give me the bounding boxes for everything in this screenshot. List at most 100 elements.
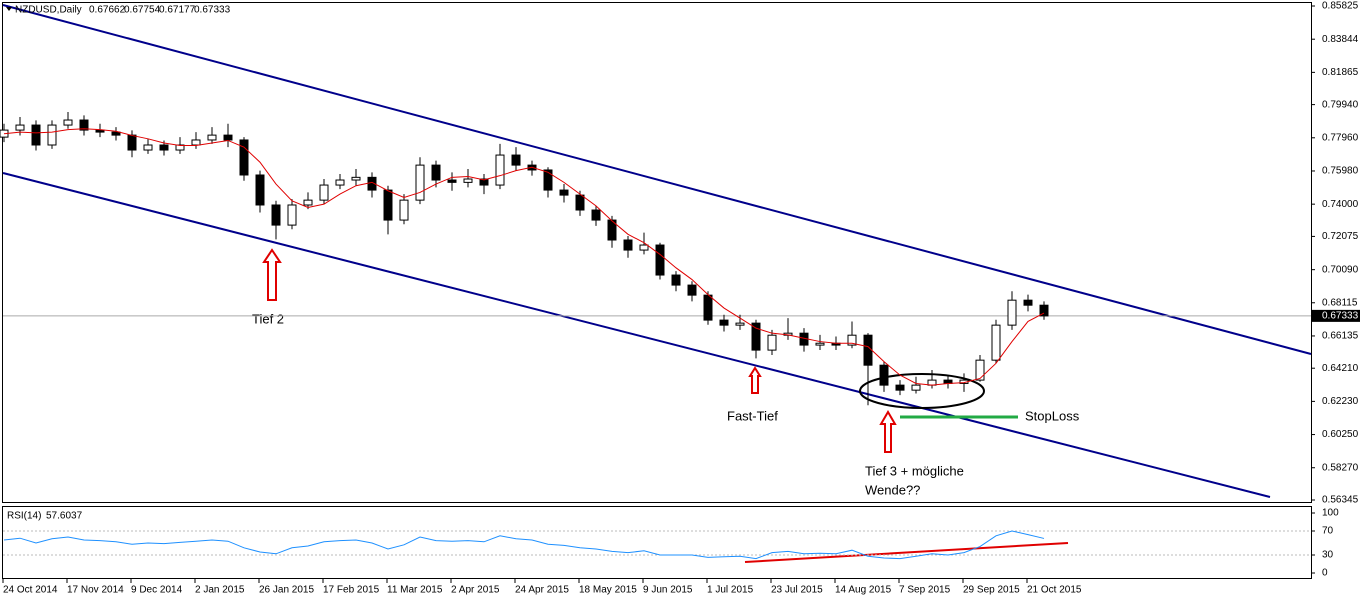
candle-body xyxy=(911,384,921,391)
candle-body xyxy=(351,176,361,181)
candle-body xyxy=(559,189,569,196)
annotation: Tief 3 + mögliche xyxy=(865,463,964,478)
candle-body xyxy=(751,322,761,351)
y-tick-label: 0.66135 xyxy=(1322,331,1359,342)
rsi-line xyxy=(3,530,1045,560)
annotation: Wende?? xyxy=(865,482,920,497)
x-tick-label: 7 Sep 2015 xyxy=(899,585,951,596)
candle-body xyxy=(575,194,585,211)
candle-body xyxy=(543,169,553,191)
candle-body xyxy=(591,209,601,221)
y-tick-label: 0.77960 xyxy=(1322,132,1359,143)
y-tick-label: 0.60250 xyxy=(1322,429,1359,440)
y-tick-label: 0.75980 xyxy=(1322,166,1359,177)
candle-body xyxy=(95,129,105,133)
y-tick-label: 0.79940 xyxy=(1322,99,1359,110)
candle-body xyxy=(335,179,345,186)
rsi-tick-label: 100 xyxy=(1322,508,1339,519)
candle-body xyxy=(111,131,121,136)
candle-body xyxy=(703,294,713,321)
candle-body xyxy=(463,178,473,183)
price-pane xyxy=(2,2,1312,503)
y-tick-label: 0.58270 xyxy=(1322,462,1359,473)
candle-body xyxy=(767,334,777,351)
candle-body xyxy=(863,334,873,366)
x-tick-label: 21 Oct 2015 xyxy=(1027,585,1082,596)
annotation: Tief 2 xyxy=(252,311,284,326)
candle-body xyxy=(207,134,217,141)
channel-lower xyxy=(2,172,1271,498)
y-tick-label: 0.68115 xyxy=(1322,297,1358,308)
candle-body xyxy=(495,154,505,186)
x-tick-label: 29 Sep 2015 xyxy=(963,585,1020,596)
candle-body xyxy=(47,124,57,146)
candle-body xyxy=(1007,299,1017,326)
rsi-tick-label: 30 xyxy=(1322,550,1334,561)
candle-body xyxy=(687,284,697,296)
header-value: 0.67662 xyxy=(89,5,126,16)
candle-body xyxy=(735,322,745,326)
header-value: 0.67754 xyxy=(124,5,161,16)
candle-body xyxy=(319,184,329,201)
last-price-box xyxy=(1312,309,1360,322)
candle-body xyxy=(719,319,729,326)
x-tick-label: 9 Jun 2015 xyxy=(643,585,693,596)
candle-body xyxy=(239,139,249,176)
candle-body xyxy=(31,124,41,146)
candle-body xyxy=(383,189,393,221)
candle-body xyxy=(255,174,265,206)
x-tick-label: 2 Apr 2015 xyxy=(451,585,500,596)
y-tick-label: 0.83844 xyxy=(1322,34,1359,45)
candle-body xyxy=(303,199,313,206)
y-tick-label: 0.62230 xyxy=(1322,396,1359,407)
annotation: Fast-Tief xyxy=(727,408,778,423)
arrow xyxy=(748,366,762,394)
x-tick-label: 24 Apr 2015 xyxy=(515,585,569,596)
ellipse xyxy=(859,373,985,409)
channel-upper xyxy=(2,4,1312,355)
x-tick-label: 24 Oct 2014 xyxy=(3,585,58,596)
rsi-tick-label: 0 xyxy=(1322,568,1328,579)
x-tick-label: 1 Jul 2015 xyxy=(707,585,754,596)
y-tick-label: 0.85825 xyxy=(1322,1,1359,12)
candle-body xyxy=(975,359,985,381)
candle-body xyxy=(639,244,649,251)
candle-body xyxy=(223,134,233,141)
candle-body xyxy=(79,119,89,131)
candle-body xyxy=(479,178,489,186)
x-tick-label: 18 May 2015 xyxy=(579,585,637,596)
candle-body xyxy=(447,179,457,183)
candle-body xyxy=(879,364,889,386)
candle-body xyxy=(671,274,681,286)
candle-body xyxy=(511,154,521,166)
rsi-current: 57.6037 xyxy=(46,511,83,522)
y-tick-label: 0.56345 xyxy=(1322,495,1359,506)
x-tick-label: 2 Jan 2015 xyxy=(195,585,245,596)
header-value: 0.67177 xyxy=(159,5,196,16)
x-tick-label: 23 Jul 2015 xyxy=(771,585,823,596)
rsi-pane xyxy=(2,506,1312,579)
candle-body xyxy=(271,204,281,226)
x-tick-label: 26 Jan 2015 xyxy=(259,585,314,596)
header-icon xyxy=(6,7,12,11)
x-tick-label: 9 Dec 2014 xyxy=(131,585,183,596)
rsi-trendline xyxy=(744,542,1069,563)
candle-body xyxy=(143,144,153,151)
y-tick-label: 0.64210 xyxy=(1322,363,1359,374)
annotation: StopLoss xyxy=(1025,408,1080,423)
rsi-tick-label: 70 xyxy=(1322,526,1334,537)
candle-body xyxy=(415,164,425,201)
candle-body xyxy=(287,204,297,226)
header-value: 0.67333 xyxy=(194,5,231,16)
candle-body xyxy=(127,134,137,151)
candle-body xyxy=(63,119,73,126)
arrow xyxy=(879,410,897,453)
candle-body xyxy=(623,239,633,251)
candle-body xyxy=(1023,299,1033,306)
candle-body xyxy=(991,324,1001,361)
candle-body xyxy=(1039,304,1049,317)
last-price-label: 0.67333 xyxy=(1322,311,1359,322)
x-tick-label: 14 Aug 2015 xyxy=(835,585,892,596)
